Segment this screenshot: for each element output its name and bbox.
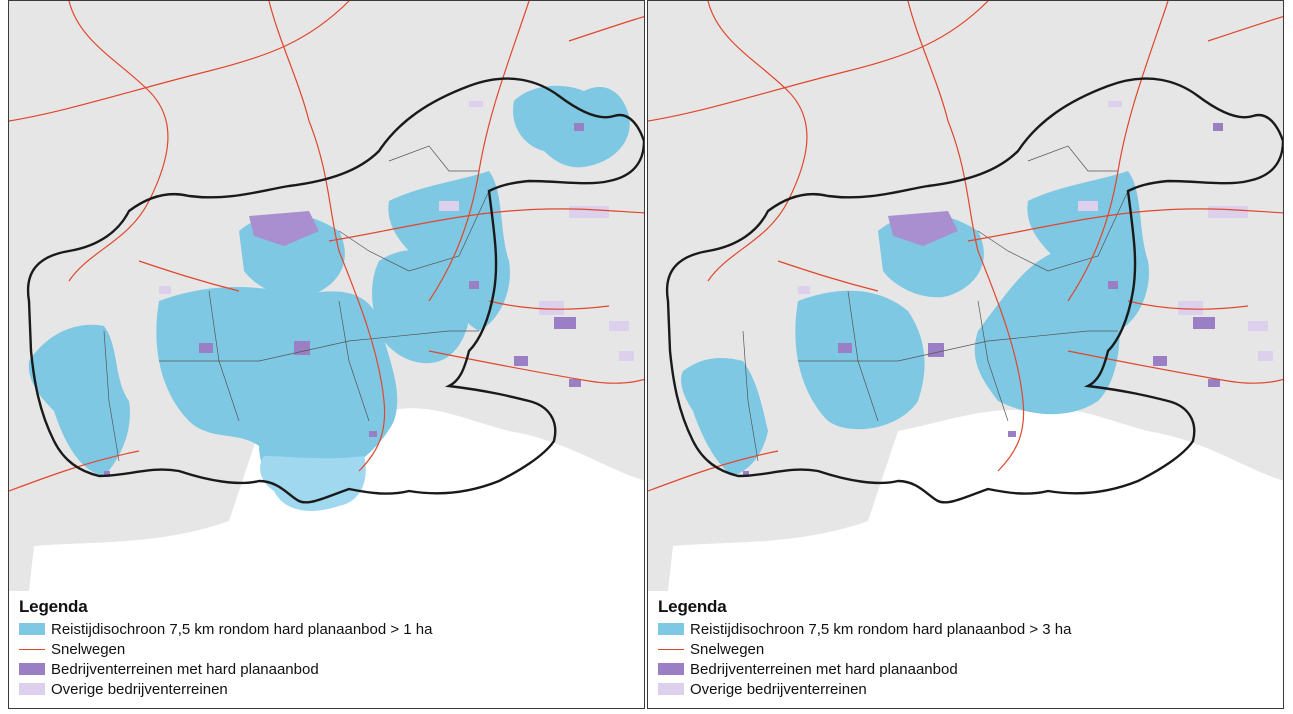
map-right [648,1,1283,591]
legend-title: Legenda [19,597,88,616]
legend-label: Snelwegen [51,640,126,658]
legend-item-hard-plan: Bedrijventerreinen met hard planaanbod [19,659,433,679]
blue-swatch-icon [658,623,684,635]
map-left [9,1,644,591]
blue-swatch-icon [19,623,45,635]
light-purple-swatch-icon [19,683,45,695]
red-line-icon [658,648,684,650]
outside-area [668,408,1283,591]
map-panel-right: Legenda Reistijdisochroon 7,5 km rondom … [647,0,1284,709]
isochrone-areas [28,85,630,511]
hard-plan-terrains [104,123,584,477]
light-purple-swatch-icon [658,683,684,695]
legend-item-other-terrains: Overige bedrijventerreinen [19,679,433,699]
purple-swatch-icon [658,663,684,675]
region-boundary [26,77,644,504]
legend-item-other-terrains: Overige bedrijventerreinen [658,679,1072,699]
isochrone-east-center [974,251,1120,415]
legend-item-highways: Snelwegen [658,639,1072,659]
map-panel-left: Legenda Reistijdisochroon 7,5 km rondom … [8,0,645,709]
legend-item-isochrone: Reistijdisochroon 7,5 km rondom hard pla… [658,619,1072,639]
highways [9,1,644,492]
legend-label: Reistijdisochroon 7,5 km rondom hard pla… [51,620,433,638]
isochrone-northeast [513,85,630,168]
legend-label: Overige bedrijventerreinen [690,680,867,698]
legend-label: Snelwegen [690,640,765,658]
legend-label: Reistijdisochroon 7,5 km rondom hard pla… [690,620,1072,638]
isochrone-west [681,358,768,476]
legend-title: Legenda [658,597,727,616]
legend-item-isochrone: Reistijdisochroon 7,5 km rondom hard pla… [19,619,433,639]
isochrone-west [28,324,130,476]
isochrone-south [260,456,366,511]
legend-item-highways: Snelwegen [19,639,433,659]
legend-label: Bedrijventerreinen met hard planaanbod [51,660,319,678]
legend-item-hard-plan: Bedrijventerreinen met hard planaanbod [658,659,1072,679]
legend: Legenda Reistijdisochroon 7,5 km rondom … [658,597,1072,699]
isochrone-center [795,290,925,430]
legend-label: Bedrijventerreinen met hard planaanbod [690,660,958,678]
region-boundary [665,77,1283,504]
highways [648,1,1283,492]
isochrone-center [156,286,398,498]
legend-label: Overige bedrijventerreinen [51,680,228,698]
red-line-icon [19,648,45,650]
municipal-boundaries [103,145,490,462]
purple-swatch-icon [19,663,45,675]
legend: Legenda Reistijdisochroon 7,5 km rondom … [19,597,433,699]
municipal-boundaries [742,145,1129,462]
